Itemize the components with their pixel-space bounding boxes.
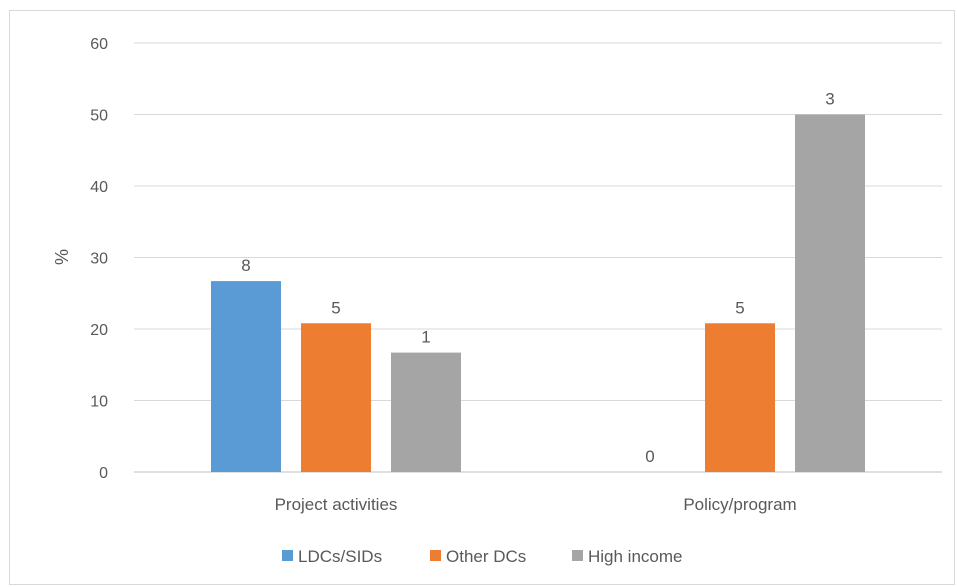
y-tick-label: 40	[90, 179, 108, 196]
y-axis-label: %	[52, 249, 72, 265]
x-axis-categories: Project activities Policy/program	[275, 495, 797, 514]
data-label: 8	[241, 256, 250, 275]
x-tick-label: Policy/program	[683, 495, 796, 514]
bar	[301, 323, 371, 472]
bar	[211, 281, 281, 472]
y-tick-label: 10	[90, 394, 108, 411]
bars	[211, 114, 865, 472]
y-tick-label: 20	[90, 322, 108, 339]
y-tick-label: 30	[90, 251, 108, 268]
bar	[795, 114, 865, 472]
data-label: 0	[645, 447, 654, 466]
x-tick-label: Project activities	[275, 495, 398, 514]
legend-label: LDCs/SIDs	[298, 547, 382, 566]
y-tick-label: 50	[90, 108, 108, 125]
legend: LDCs/SIDs Other DCs High income	[282, 547, 683, 566]
bar	[391, 352, 461, 472]
data-label: 1	[421, 328, 430, 347]
bar	[705, 323, 775, 472]
data-label: 5	[735, 298, 744, 317]
data-label: 3	[825, 90, 834, 109]
data-labels: 8 5 1 0 5 3	[241, 90, 834, 467]
legend-label: High income	[588, 547, 683, 566]
legend-swatch	[282, 550, 293, 561]
legend-swatch	[430, 550, 441, 561]
y-tick-label: 60	[90, 36, 108, 53]
data-label: 5	[331, 298, 340, 317]
y-tick-label: 0	[99, 465, 108, 482]
legend-label: Other DCs	[446, 547, 526, 566]
y-axis-ticks: 0 10 20 30 40 50 60	[90, 36, 108, 482]
legend-swatch	[572, 550, 583, 561]
